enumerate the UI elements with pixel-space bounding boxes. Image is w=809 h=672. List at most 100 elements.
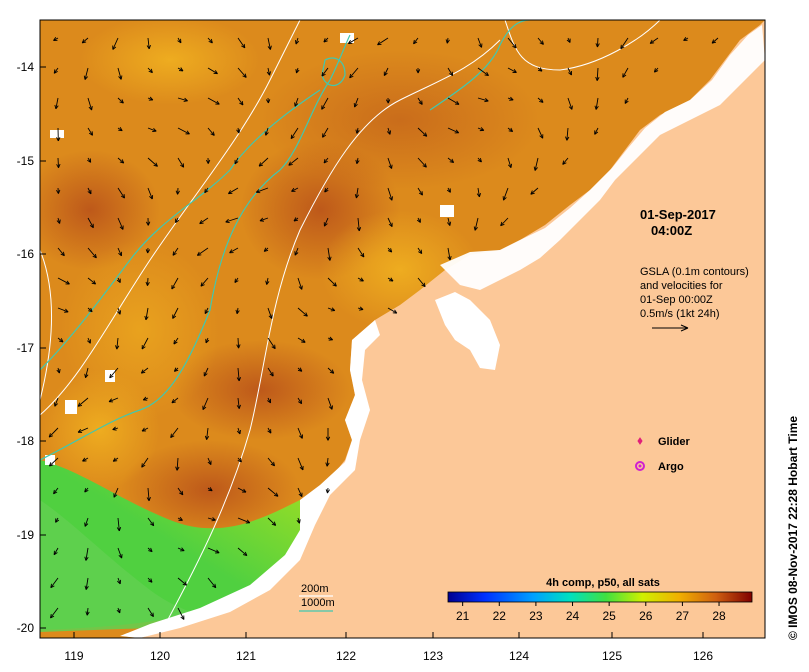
velocity-arrow <box>203 367 209 377</box>
colorbar-ticks: 21 22 23 24 25 26 27 28 <box>456 602 726 623</box>
velocity-arrow <box>264 127 269 136</box>
argo-label: Argo <box>658 461 684 473</box>
velocity-arrow <box>115 337 120 350</box>
velocity-arrow <box>48 427 59 438</box>
velocity-arrow <box>387 187 393 201</box>
velocity-arrow <box>237 67 247 78</box>
velocity-arrow <box>533 157 539 171</box>
velocity-arrow <box>477 97 489 103</box>
velocity-arrow <box>205 157 211 164</box>
colorbar-tick-label: 22 <box>493 609 507 623</box>
velocity-arrow <box>117 127 123 132</box>
velocity-arrow <box>323 37 329 43</box>
y-axis: -14 -15 -16 -17 -18 -19 -20 <box>17 60 46 635</box>
velocity-arrow <box>236 427 241 435</box>
velocity-arrow <box>84 547 89 561</box>
velocity-arrow <box>144 307 149 321</box>
velocity-arrow <box>537 67 543 72</box>
velocity-arrow <box>347 37 359 45</box>
velocity-arrow <box>199 217 209 225</box>
velocity-arrow <box>117 247 123 257</box>
velocity-arrow <box>171 397 179 404</box>
velocity-arrow <box>476 187 482 198</box>
velocity-arrow <box>117 577 122 585</box>
velocity-arrow <box>327 367 335 374</box>
velocity-arrow <box>207 487 213 492</box>
velocity-arrow <box>297 487 303 498</box>
velocity-arrow <box>142 396 149 401</box>
velocity-arrow <box>353 97 359 108</box>
velocity-arrow <box>108 397 119 403</box>
x-axis: 119 120 121 122 123 124 125 126 <box>64 632 713 663</box>
velocity-arrow <box>567 67 572 76</box>
velocity-arrow <box>473 217 479 231</box>
colorbar-title: 4h comp, p50, all sats <box>546 577 660 589</box>
velocity-arrow <box>325 487 330 494</box>
velocity-arrow <box>297 427 303 439</box>
velocity-arrow <box>413 37 419 45</box>
gsla-line-3: 01-Sep 00:00Z <box>640 294 713 306</box>
velocity-arrow <box>237 37 246 49</box>
velocity-arrow <box>177 67 184 72</box>
velocity-arrow <box>293 217 299 222</box>
velocity-arrow <box>447 97 460 105</box>
velocity-arrow <box>235 307 240 315</box>
isobath-1000m <box>40 34 351 461</box>
velocity-arrow <box>447 127 460 134</box>
velocity-arrow <box>595 67 600 81</box>
velocity-arrow <box>54 397 59 407</box>
velocity-arrow <box>594 97 599 110</box>
velocity-arrow <box>502 187 509 201</box>
no-data-kimberley <box>440 25 765 290</box>
velocity-arrow <box>54 97 59 110</box>
velocity-arrow <box>267 487 279 497</box>
isobath-200m <box>164 39 501 626</box>
velocity-arrow <box>507 67 517 73</box>
velocity-arrow <box>327 307 336 312</box>
velocity-arrow <box>321 67 329 77</box>
velocity-arrow <box>265 97 271 104</box>
velocity-arrow <box>85 607 90 616</box>
gsla-line-4: 0.5m/s (1kt 24h) <box>640 308 719 320</box>
velocity-arrow <box>237 487 247 493</box>
velocity-arrow <box>297 397 303 405</box>
velocity-arrow <box>87 247 97 259</box>
velocity-arrow <box>56 127 61 142</box>
velocity-arrow <box>447 157 455 164</box>
velocity-arrow <box>228 187 239 195</box>
velocity-arrow <box>263 247 269 252</box>
velocity-arrow <box>53 547 59 556</box>
velocity-arrow <box>297 277 303 290</box>
velocity-arrow <box>84 367 89 379</box>
velocity-arrow <box>387 277 394 282</box>
velocity-arrow <box>236 367 241 382</box>
x-tick-label: 120 <box>150 649 170 663</box>
velocity-arrow <box>297 307 308 317</box>
x-tick-label: 122 <box>336 649 356 663</box>
velocity-arrow <box>477 67 489 77</box>
velocity-arrow <box>87 217 94 229</box>
y-tick-label: -15 <box>17 154 35 168</box>
colorbar-tick-label: 26 <box>639 609 653 623</box>
velocity-arrow <box>53 487 59 495</box>
velocity-arrow <box>87 187 92 195</box>
velocity-arrow <box>295 67 300 74</box>
y-tick-label: -14 <box>17 60 35 74</box>
velocity-arrow <box>477 127 485 132</box>
velocity-arrow <box>415 67 421 74</box>
x-tick-label: 124 <box>509 649 529 663</box>
velocity-arrow <box>53 36 59 41</box>
velocity-arrow <box>117 157 125 164</box>
velocity-arrow <box>327 277 337 287</box>
velocity-arrow <box>205 337 210 344</box>
velocity-arrow <box>477 37 483 48</box>
isobath-1000m-4 <box>429 20 531 111</box>
velocity-arrow <box>229 247 239 254</box>
velocity-arrow <box>624 97 629 104</box>
velocity-arrow <box>172 307 179 319</box>
velocity-arrow <box>177 516 183 521</box>
velocity-arrow <box>87 337 91 344</box>
velocity-arrow <box>266 67 271 76</box>
velocity-arrow <box>56 217 61 224</box>
velocity-arrow <box>507 37 517 49</box>
